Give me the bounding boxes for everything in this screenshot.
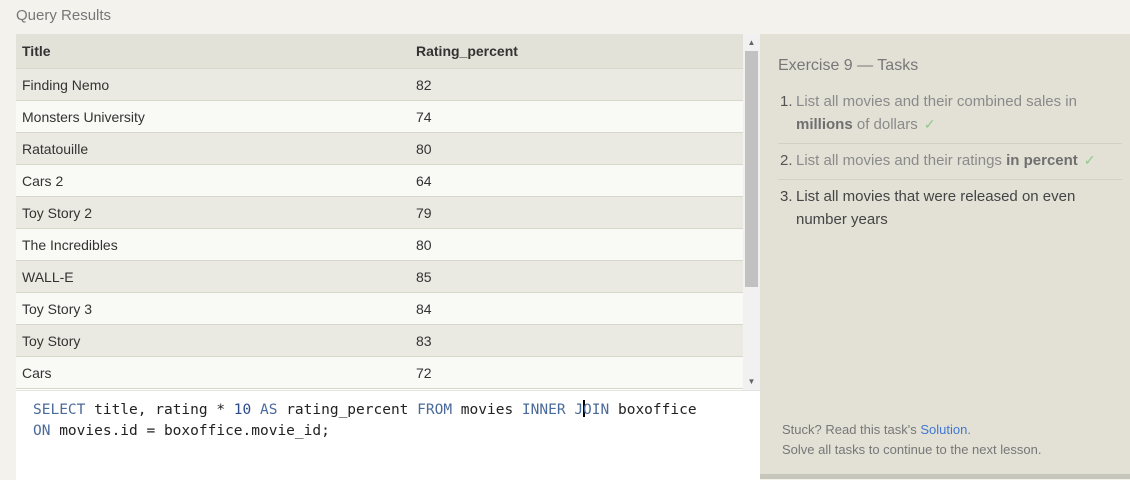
- sql-text: [251, 402, 260, 418]
- results-scrollbar[interactable]: ▲ ▼: [743, 34, 760, 390]
- stuck-suffix: .: [967, 422, 971, 437]
- table-row: Cars 2 64: [16, 164, 743, 197]
- cell-title: Toy Story 2: [16, 196, 410, 229]
- sql-keyword: OIN: [583, 402, 610, 418]
- scroll-down-arrow-icon[interactable]: ▼: [747, 377, 756, 386]
- sidebar-bottom-bar: [760, 474, 1130, 479]
- table-row: Finding Nemo 82: [16, 68, 743, 101]
- task-number: 3.: [780, 188, 793, 205]
- cell-rating-percent: 83: [410, 324, 743, 357]
- cell-title: Cars: [16, 356, 410, 389]
- text-cursor: [583, 400, 585, 417]
- cell-rating-percent: 82: [410, 68, 743, 101]
- sql-text: boxoffice: [617, 402, 697, 418]
- cell-rating-percent: 80: [410, 228, 743, 261]
- cell-title: Toy Story 3: [16, 292, 410, 325]
- sql-keyword: ON: [33, 422, 51, 439]
- table-row: Monsters University 74: [16, 100, 743, 133]
- task-item: 3. List all movies that were released on …: [778, 179, 1122, 238]
- task-item: 2. List all movies and their ratings in p…: [778, 143, 1122, 179]
- sql-keyword: INNER: [521, 402, 566, 418]
- query-results-title: Query Results: [16, 7, 112, 24]
- sql-keyword: AS: [260, 402, 278, 418]
- cell-rating-percent: 79: [410, 196, 743, 229]
- table-row: Toy Story 3 84: [16, 292, 743, 325]
- solution-link[interactable]: Solution: [920, 422, 968, 437]
- sql-keyword: FROM: [417, 402, 453, 418]
- cell-rating-percent: 80: [410, 132, 743, 165]
- cell-title: Finding Nemo: [16, 68, 410, 101]
- sql-text: rating_percent: [277, 402, 418, 418]
- sidebar-footer: Stuck? Read this task's Solution. Solve …: [782, 420, 1041, 460]
- tasks-sidebar: Exercise 9 — Tasks 1. List all movies and…: [760, 34, 1130, 474]
- cell-title: Ratatouille: [16, 132, 410, 165]
- query-results-header: Query Results: [0, 0, 1130, 34]
- sql-text: [566, 402, 575, 418]
- task-text: List all movies and their combined sales…: [796, 93, 1077, 110]
- table-row: WALL-E 85: [16, 260, 743, 293]
- stuck-line: Stuck? Read this task's Solution.: [782, 420, 1041, 440]
- table-row: Ratatouille 80: [16, 132, 743, 165]
- sql-text: movies: [452, 402, 522, 418]
- cell-rating-percent: 72: [410, 356, 743, 389]
- task-text: of dollars: [852, 116, 918, 133]
- sql-text: movies.id = boxoffice.movie_id;: [50, 422, 330, 439]
- cell-title: Cars 2: [16, 164, 410, 197]
- cell-title: Toy Story: [16, 324, 410, 357]
- table-row: Cars 72: [16, 356, 743, 389]
- table-row: The Incredibles 80: [16, 228, 743, 261]
- results-table-body: Finding Nemo 82 Monsters University 74 Ratat…: [16, 68, 743, 389]
- cell-rating-percent: 64: [410, 164, 743, 197]
- task-item: 1. List all movies and their combined sal…: [778, 88, 1122, 143]
- cell-rating-percent: 85: [410, 260, 743, 293]
- scroll-thumb[interactable]: [745, 51, 758, 287]
- checkmark-icon: ✓: [923, 116, 936, 132]
- task-number: 2.: [780, 152, 793, 169]
- sql-keyword: SELECT: [33, 402, 86, 418]
- task-text: List all movies and their ratings: [796, 152, 1007, 169]
- sql-query-code[interactable]: SELECT title, rating * 10 AS rating_perc…: [33, 400, 697, 441]
- task-emphasis: in percent: [1006, 152, 1078, 169]
- task-number: 1.: [780, 93, 793, 110]
- column-header-rating-percent: Rating_percent: [410, 34, 743, 69]
- task-emphasis: millions: [796, 116, 853, 133]
- continue-text: Solve all tasks to continue to the next …: [782, 442, 1042, 457]
- results-panel: Title Rating_percent Finding Nemo 82 Monst…: [16, 34, 760, 390]
- cell-title: The Incredibles: [16, 228, 410, 261]
- cell-rating-percent: 84: [410, 292, 743, 325]
- checkmark-icon: ✓: [1083, 152, 1096, 168]
- table-row: Toy Story 2 79: [16, 196, 743, 229]
- cell-rating-percent: 74: [410, 100, 743, 133]
- task-list: 1. List all movies and their combined sal…: [778, 88, 1122, 238]
- exercise-title: Exercise 9 — Tasks: [778, 57, 919, 74]
- sql-text: title, rating *: [85, 402, 234, 418]
- sql-editor[interactable]: SELECT title, rating * 10 AS rating_perc…: [16, 390, 760, 480]
- table-header-row: Title Rating_percent: [16, 34, 743, 69]
- sql-keyword: J: [574, 402, 584, 418]
- task-text: List all movies that were released on ev…: [796, 188, 1076, 228]
- sql-number: 10: [233, 402, 252, 418]
- results-table: Title Rating_percent Finding Nemo 82 Monst…: [16, 34, 743, 389]
- cell-title: Monsters University: [16, 100, 410, 133]
- stuck-prefix: Stuck? Read this task's: [782, 422, 921, 437]
- column-header-title: Title: [16, 34, 410, 69]
- table-row: Toy Story 83: [16, 324, 743, 357]
- cell-title: WALL-E: [16, 260, 410, 293]
- scroll-up-arrow-icon[interactable]: ▲: [747, 38, 756, 47]
